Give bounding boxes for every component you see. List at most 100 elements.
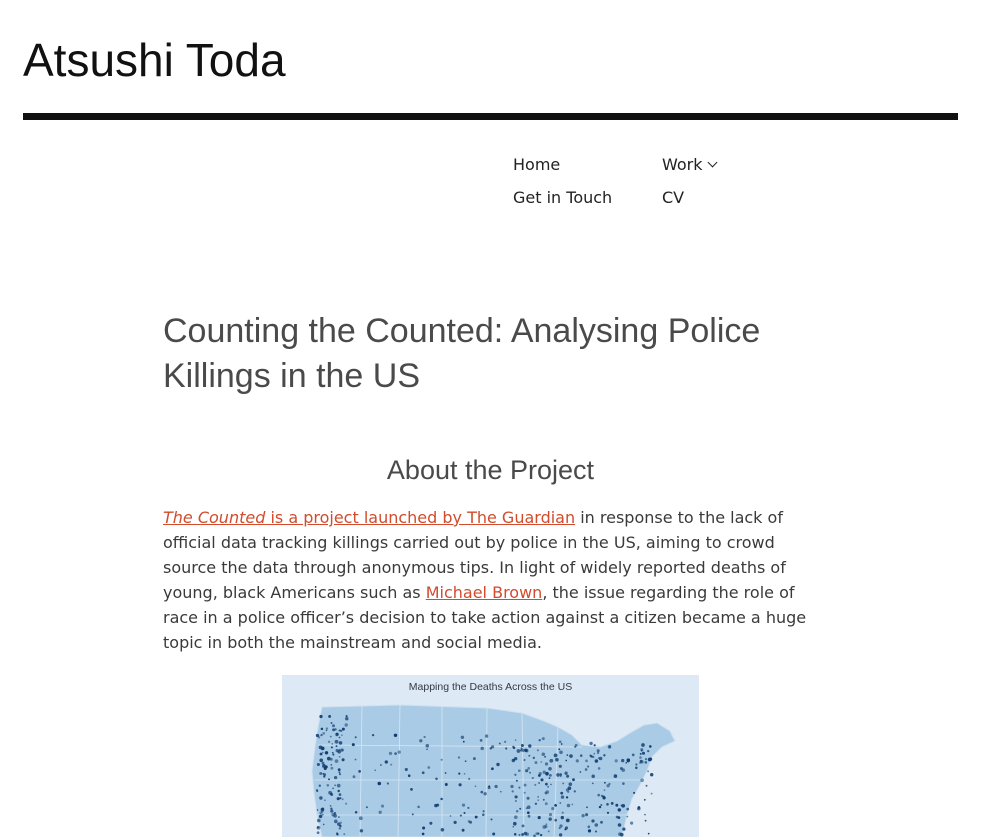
incident-dot [336, 783, 341, 788]
incident-dot [598, 805, 602, 809]
incident-dot [324, 799, 326, 802]
incident-dot [585, 759, 588, 763]
incident-dot [545, 790, 550, 794]
incident-dot [558, 827, 561, 830]
incident-dot [323, 775, 326, 778]
incident-dot [371, 733, 375, 737]
incident-dot [640, 778, 644, 783]
incident-dot [505, 747, 508, 750]
incident-dot [523, 783, 527, 787]
incident-dot [341, 734, 343, 737]
incident-dot [515, 809, 519, 813]
incident-dot [614, 759, 618, 763]
incident-dot [554, 818, 558, 822]
incident-dot [319, 714, 323, 719]
incident-dot [569, 754, 573, 758]
incident-dot [622, 827, 626, 831]
incident-dot [449, 815, 452, 817]
the-counted-link[interactable]: The Counted is a project launched by The… [163, 508, 575, 527]
incident-dot [603, 754, 606, 757]
incident-dot [320, 753, 323, 756]
incident-dot [499, 790, 502, 793]
incident-dot [602, 795, 606, 799]
incident-dot [596, 751, 600, 755]
incident-dot [330, 722, 333, 724]
incident-dot [529, 771, 531, 774]
incident-dot [323, 764, 326, 767]
incident-dot [332, 753, 335, 756]
nav-work[interactable]: Work [662, 152, 717, 178]
us-map-land [311, 704, 676, 837]
incident-dot [520, 744, 524, 747]
incident-dot [541, 752, 546, 757]
incident-dot [513, 833, 517, 836]
incident-dot [548, 817, 552, 821]
intro-text-2: , the issue regarding the role of race i… [163, 583, 807, 652]
incident-dot [621, 758, 625, 763]
incident-dot [526, 805, 531, 810]
incident-dot [640, 748, 644, 752]
incident-dot [340, 748, 344, 752]
incident-dot [644, 757, 648, 761]
site-title[interactable]: Atsushi Toda [23, 34, 286, 86]
incident-dot [358, 770, 361, 773]
incident-dot [427, 766, 431, 769]
incident-dot [544, 755, 547, 758]
incident-dot [317, 736, 321, 739]
incident-dot [560, 795, 565, 799]
main-navigation: Home Work Get in Touch CV [513, 152, 813, 222]
incident-dot [549, 758, 554, 763]
incident-dot [334, 759, 339, 763]
incident-dot [338, 827, 342, 830]
incident-dot [545, 771, 549, 776]
incident-dot [463, 772, 466, 775]
incident-dot [539, 833, 543, 837]
michael-brown-link[interactable]: Michael Brown [425, 583, 543, 602]
incident-dot [621, 803, 626, 808]
incident-dot [483, 792, 487, 796]
incident-dot [344, 723, 348, 727]
map-figure: Mapping the Deaths Across the US [282, 675, 699, 837]
incident-dot [467, 806, 470, 810]
chevron-down-icon[interactable] [707, 157, 717, 168]
incident-dot [565, 759, 568, 762]
incident-dot [319, 796, 323, 800]
incident-dot [639, 759, 643, 763]
incident-dot [626, 815, 629, 818]
incident-dot [534, 802, 538, 805]
nav-get-in-touch[interactable]: Get in Touch [513, 188, 613, 207]
incident-dot [354, 736, 357, 739]
incident-dot [535, 832, 539, 835]
incident-dot [511, 790, 514, 793]
incident-dot [386, 782, 390, 785]
incident-dot [565, 796, 569, 799]
incident-dot [462, 740, 465, 743]
incident-dot [579, 771, 582, 773]
incident-dot [587, 829, 592, 833]
incident-dot [518, 786, 521, 789]
incident-dot [523, 831, 528, 836]
incident-dot [316, 762, 320, 767]
incident-dot [538, 782, 540, 784]
intro-paragraph: The Counted is a project launched by The… [163, 505, 823, 655]
incident-dot [519, 749, 523, 752]
incident-dot [488, 785, 491, 788]
incident-dot [390, 763, 393, 766]
incident-dot [615, 803, 619, 807]
incident-dot [336, 797, 340, 801]
incident-dot [564, 826, 569, 830]
incident-dot [333, 819, 338, 824]
incident-dot [354, 810, 358, 814]
nav-home[interactable]: Home [513, 155, 561, 174]
incident-dot [480, 746, 484, 751]
nav-cv[interactable]: CV [662, 188, 685, 207]
incident-dot [596, 749, 600, 753]
incident-dot [321, 813, 324, 816]
incident-dot [559, 773, 563, 776]
incident-dot [519, 807, 522, 810]
incident-dot [511, 758, 516, 763]
incident-dot [523, 791, 526, 794]
incident-dot [333, 813, 337, 818]
state-borders [314, 704, 642, 837]
incident-dot [474, 815, 478, 819]
